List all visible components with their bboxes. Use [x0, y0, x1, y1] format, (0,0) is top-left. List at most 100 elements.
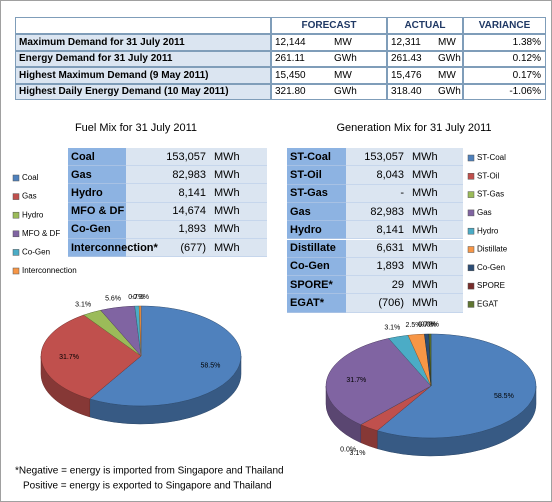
legend-label: Distillate: [477, 245, 508, 254]
footnote: *Negative = energy is imported from Sing…: [15, 466, 284, 477]
value-label: 5.6%: [105, 296, 121, 303]
value-cell: 318.40 GWh: [387, 83, 463, 100]
value-label: 3.1%: [75, 301, 91, 308]
mix-unit: MWh: [408, 166, 463, 185]
row-label: Energy Demand for 31 July 2011: [15, 50, 271, 67]
value-text: 15,450: [275, 69, 306, 81]
mix-unit: MWh: [408, 202, 463, 222]
value-cell: 321.80 GWh: [271, 83, 387, 100]
mix-label: MFO & DF: [68, 202, 126, 221]
mix-label: ST-Coal: [287, 148, 346, 167]
value-label: 0.0%: [421, 321, 437, 328]
value-label: 0.7%: [128, 294, 144, 301]
legend-swatch: [467, 246, 475, 253]
mix-label: Distillate: [287, 239, 346, 258]
legend-swatch: [12, 267, 20, 275]
legend-swatch: [467, 282, 475, 290]
legend-label: Interconnection: [22, 266, 77, 275]
value-label: -0.3%: [131, 294, 149, 301]
mix-label: Coal: [68, 148, 126, 167]
mix-label: ST-Oil: [287, 166, 346, 185]
mix-unit: MWh: [210, 220, 267, 239]
chart-title: Fuel Mix for 31 July 2011: [75, 122, 197, 134]
mix-value: 8,141: [346, 221, 408, 240]
legend-label: Co-Gen: [22, 248, 50, 257]
legend-label: Hydro: [477, 226, 499, 235]
value-label: 0.7%: [418, 322, 434, 329]
table-header-cell: ACTUAL: [387, 17, 463, 34]
footnote: Positive = energy is exported to Singapo…: [23, 481, 272, 492]
mix-unit: MWh: [408, 184, 463, 203]
legend-label: Gas: [477, 208, 492, 217]
mix-label: Hydro: [68, 184, 126, 203]
pie-slice: [138, 305, 142, 357]
mix-value: 8,043: [346, 166, 408, 185]
mix-value: 6,631: [346, 239, 408, 258]
value-label: -0.3%: [421, 321, 439, 328]
mix-label: Gas: [68, 166, 126, 185]
mix-value: 153,057: [126, 148, 210, 167]
legend-label: Co-Gen: [477, 263, 505, 272]
mix-value: 1,893: [126, 220, 210, 239]
mix-value: 82,983: [126, 166, 210, 185]
value-cell: 15,476 MW: [387, 67, 463, 84]
value-cell: 261.43 GWh: [387, 50, 463, 67]
value-text: 318.40: [391, 86, 422, 98]
value-label: 0.0%: [340, 446, 356, 453]
unit-text: GWh: [334, 86, 357, 98]
mix-unit: MWh: [408, 294, 463, 313]
value-text: 12,144: [275, 36, 306, 48]
legend-swatch: [467, 191, 475, 198]
legend-label: ST-Gas: [477, 190, 504, 199]
table-header-blank: [15, 17, 271, 34]
row-label: Highest Maximum Demand (9 May 2011): [15, 67, 271, 84]
value-text: 12,311: [391, 36, 421, 48]
legend-label: SPORE: [477, 281, 505, 290]
value-cell: 12,311 MW: [387, 34, 463, 51]
legend-label: MFO & DF: [22, 229, 60, 238]
pie-slice: [325, 338, 432, 425]
value-label: 58.5%: [200, 362, 220, 369]
legend-swatch: [467, 264, 475, 272]
legend-swatch: [467, 154, 475, 162]
value-label: 31.7%: [346, 377, 366, 384]
value-label: 31.7%: [59, 354, 79, 361]
mix-unit: MWh: [210, 239, 267, 258]
value-text: 15,476: [391, 69, 422, 81]
legend-swatch: [12, 174, 20, 182]
value-cell: 12,144 MW: [271, 34, 387, 51]
mix-label: Interconnection*: [68, 239, 158, 258]
unit-text: MW: [334, 69, 352, 81]
legend-label: Hydro: [22, 210, 44, 219]
mix-unit: MWh: [408, 276, 463, 295]
value-text: 321.80: [275, 86, 306, 98]
mix-value: (677): [126, 239, 210, 258]
variance-cell: -1.06%: [463, 83, 546, 100]
legend-swatch: [467, 173, 475, 180]
legend-swatch: [12, 211, 20, 219]
legend-swatch: [467, 227, 475, 235]
mix-value: 8,141: [126, 184, 210, 203]
legend-swatch: [12, 249, 20, 256]
table-header-cell: VARIANCE: [463, 17, 546, 34]
pie-slice: [89, 305, 242, 407]
mix-label: ST-Gas: [287, 184, 346, 203]
legend-label: EGAT: [477, 300, 498, 309]
mix-unit: MWh: [210, 148, 267, 167]
mix-label: Hydro: [287, 221, 346, 240]
mix-label: Gas: [287, 202, 346, 222]
unit-text: GWh: [438, 53, 461, 65]
mix-value: 153,057: [346, 148, 408, 167]
mix-value: 14,674: [126, 202, 210, 221]
value-text: 261.43: [391, 53, 422, 65]
value-cell: 15,450 MW: [271, 67, 387, 84]
pie-slice: [376, 333, 537, 439]
table-header-cell: FORECAST: [271, 17, 387, 34]
chart-title: Generation Mix for 31 July 2011: [336, 122, 491, 134]
value-cell: 261.11 GWh: [271, 50, 387, 67]
mix-value: 82,983: [346, 202, 408, 222]
mix-label: SPORE*: [287, 276, 346, 295]
mix-label: Co-Gen: [68, 220, 126, 239]
legend-swatch: [467, 209, 475, 217]
